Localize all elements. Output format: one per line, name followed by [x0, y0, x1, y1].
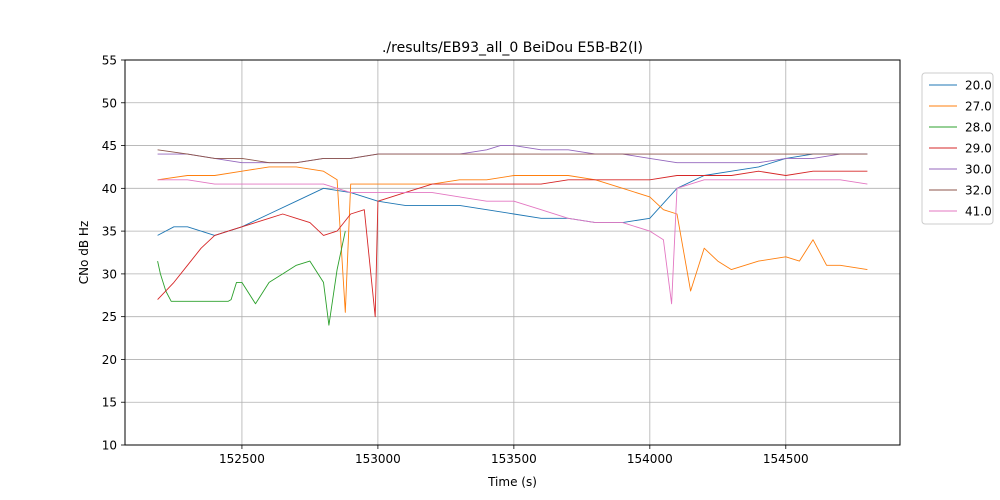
- legend-label: 20.0: [965, 79, 992, 93]
- series-line-20-0: [157, 153, 868, 236]
- legend-label: 27.0: [965, 100, 992, 114]
- series-line-29-0: [157, 170, 868, 318]
- series-line-41-0: [157, 179, 868, 305]
- grid: [125, 59, 900, 446]
- series-line-32-0: [157, 149, 868, 164]
- y-tick-label: 35: [102, 225, 117, 239]
- y-tick-label: 15: [102, 396, 117, 410]
- legend-label: 32.0: [965, 184, 992, 198]
- x-axis-label: Time (s): [487, 475, 537, 489]
- series-layer: [157, 145, 868, 326]
- x-tick-label: 152500: [219, 452, 265, 466]
- series-line-28-0: [157, 231, 346, 326]
- y-tick-label: 50: [102, 96, 117, 110]
- x-tick-label: 153500: [491, 452, 537, 466]
- tick-layer: 152500 153000 153500 154000 154500 10 15 20 25 30…: [102, 54, 809, 467]
- legend-label: 28.0: [965, 121, 992, 135]
- legend-label: 41.0: [965, 205, 992, 219]
- legend-label: 30.0: [965, 163, 992, 177]
- y-tick-label: 25: [102, 310, 117, 324]
- legend: 20.0 27.0 28.0 29.0 30.0 32.0 41.0: [921, 72, 994, 225]
- x-tick-label: 153000: [355, 452, 401, 466]
- y-tick-label: 10: [102, 439, 117, 453]
- y-tick-label: 40: [102, 182, 117, 196]
- series-line-27-0: [157, 166, 868, 313]
- x-tick-label: 154500: [763, 452, 809, 466]
- chart-title: ./results/EB93_all_0 BeiDou E5B-B2(I): [382, 40, 643, 56]
- y-tick-label: 30: [102, 267, 117, 281]
- y-tick-label: 20: [102, 353, 117, 367]
- y-tick-label: 45: [102, 139, 117, 153]
- legend-frame: [921, 72, 994, 225]
- y-axis-label: CNo dB Hz: [77, 221, 91, 285]
- y-tick-label: 55: [102, 54, 117, 68]
- legend-label: 29.0: [965, 142, 992, 156]
- x-tick-label: 154000: [627, 452, 673, 466]
- plot-frame: [124, 59, 901, 446]
